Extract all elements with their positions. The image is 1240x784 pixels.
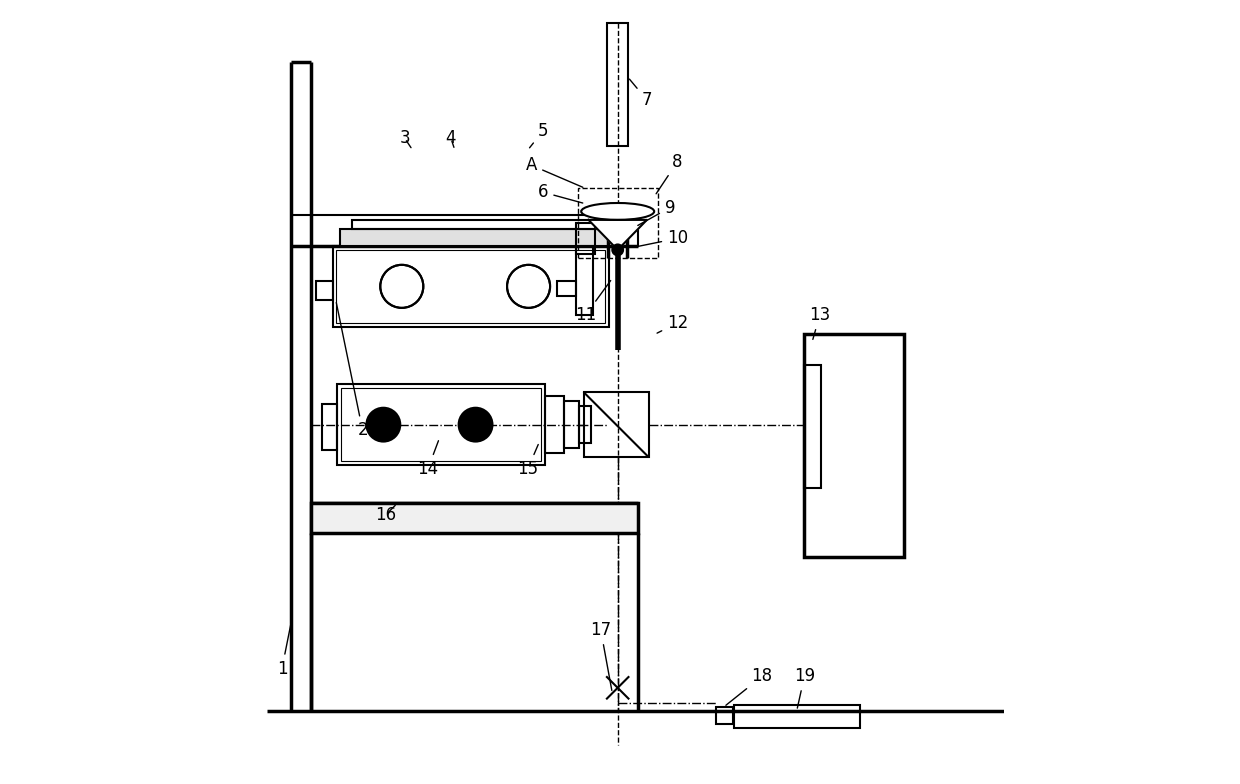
Bar xyxy=(341,388,541,461)
Bar xyxy=(805,365,821,488)
Text: 1: 1 xyxy=(277,625,290,677)
Bar xyxy=(332,246,609,327)
Bar xyxy=(715,707,733,724)
Text: 16: 16 xyxy=(374,506,397,524)
Text: 12: 12 xyxy=(657,314,688,333)
Bar xyxy=(805,335,904,557)
Bar xyxy=(579,406,590,444)
Bar xyxy=(578,188,657,257)
Text: 17: 17 xyxy=(590,621,611,691)
Bar xyxy=(322,404,337,450)
Bar xyxy=(336,250,605,323)
Bar xyxy=(352,220,601,229)
Bar xyxy=(340,229,609,246)
Ellipse shape xyxy=(582,203,655,220)
Text: 13: 13 xyxy=(810,307,831,339)
Text: 5: 5 xyxy=(529,122,548,148)
Text: 11: 11 xyxy=(575,281,610,324)
Bar xyxy=(577,246,593,315)
Circle shape xyxy=(381,265,423,308)
Bar xyxy=(564,401,579,448)
Circle shape xyxy=(459,408,492,441)
Polygon shape xyxy=(589,220,647,250)
Text: 7: 7 xyxy=(630,79,652,109)
Bar xyxy=(337,384,544,465)
Text: 10: 10 xyxy=(635,230,688,247)
Bar xyxy=(584,392,649,457)
Text: 6: 6 xyxy=(538,183,583,203)
Text: 14: 14 xyxy=(418,441,439,477)
Bar xyxy=(734,705,861,728)
Text: 3: 3 xyxy=(399,129,410,147)
Circle shape xyxy=(367,408,401,441)
Text: 4: 4 xyxy=(445,129,456,147)
Circle shape xyxy=(613,245,622,256)
Bar xyxy=(316,281,332,299)
Text: 15: 15 xyxy=(517,445,538,477)
Bar xyxy=(577,223,595,254)
Bar xyxy=(606,24,629,146)
Text: 2: 2 xyxy=(336,303,368,439)
Text: A: A xyxy=(526,156,583,187)
Bar xyxy=(557,281,577,296)
Text: 18: 18 xyxy=(725,667,773,706)
Circle shape xyxy=(507,265,551,308)
Bar xyxy=(544,396,564,453)
Bar xyxy=(311,503,637,532)
Text: 19: 19 xyxy=(794,667,815,708)
Text: 8: 8 xyxy=(656,153,683,194)
Text: 9: 9 xyxy=(637,198,676,226)
